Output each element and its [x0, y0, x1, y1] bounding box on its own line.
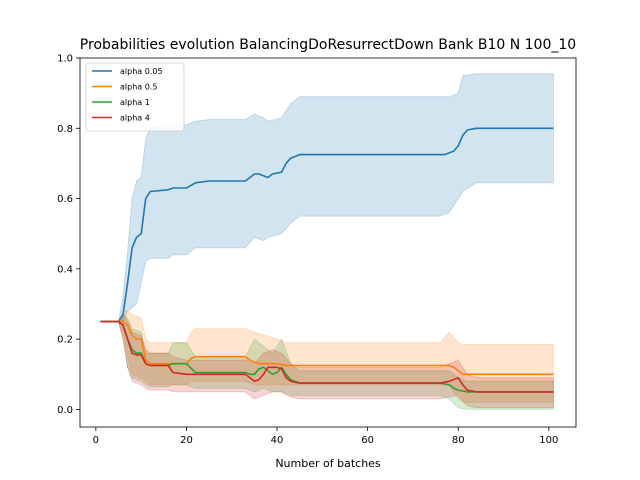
- series-3-line: [100, 320, 554, 393]
- x-tick-label: 20: [180, 435, 193, 446]
- y-tick-label: 0.6: [57, 194, 73, 205]
- legend-label-2: alpha 1: [120, 98, 150, 107]
- series-1-line: [100, 320, 554, 376]
- legend-label-1: alpha 0.5: [120, 83, 157, 92]
- series-3-band: [100, 313, 554, 409]
- x-tick-label: 80: [452, 435, 465, 446]
- chart-title: Probabilities evolution BalancingDoResur…: [80, 37, 576, 53]
- series-1-band: [100, 310, 554, 403]
- series-0-line: [100, 127, 554, 323]
- y-tick-label: 0.4: [57, 264, 73, 275]
- x-tick-label: 0: [93, 435, 99, 446]
- series-2-band: [100, 313, 554, 410]
- y-tick-label: 1.0: [57, 54, 73, 65]
- series-layer: [100, 73, 554, 410]
- legend-label-0: alpha 0.05: [120, 67, 163, 76]
- x-tick-label: 40: [271, 435, 284, 446]
- plot-frame: [79, 57, 577, 428]
- legend: alpha 0.05 alpha 0.5 alpha 1 alpha 4: [85, 62, 185, 132]
- y-tick-label: 0.8: [57, 124, 73, 135]
- plot-area: 0 20 40 60 80 100 0.0 0.2 0.4 0.6 0.8 1.0 alpha 0.05…: [57, 54, 577, 446]
- x-axis-label: Number of batches: [275, 457, 381, 470]
- y-tick-label: 0.0: [57, 405, 73, 416]
- y-tick-label: 0.2: [57, 335, 73, 346]
- legend-box: [85, 62, 185, 132]
- x-tick-label: 100: [539, 435, 558, 446]
- x-tick-label: 60: [361, 435, 374, 446]
- legend-label-3: alpha 4: [120, 114, 150, 123]
